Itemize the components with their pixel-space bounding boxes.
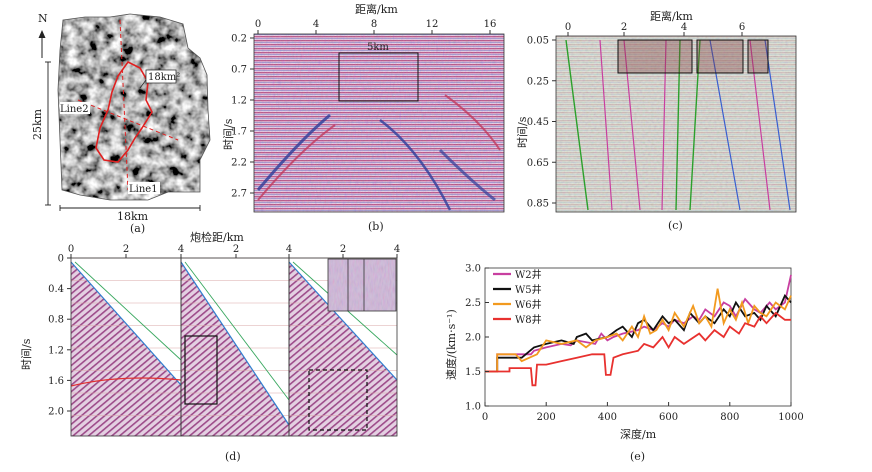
panel-b-xtick: 12: [426, 19, 439, 30]
panel-e-ytick: 1.5: [465, 367, 481, 378]
panel-e-ytick: 1.0: [465, 402, 481, 413]
panel-d-xtick: 4: [286, 244, 292, 255]
panel-e-xtick: 200: [537, 412, 556, 423]
panel-e-xtick: 1000: [778, 412, 803, 423]
panel-b-xtick: 4: [313, 19, 319, 30]
panel-b-ytick: 2.7: [231, 189, 247, 200]
panel-d-ytick: 1.2: [48, 345, 64, 356]
panel-b-caption: (b): [368, 220, 384, 233]
width-label: 18km: [117, 210, 149, 223]
panel-b-yticks: 0.2 0.7 1.2 1.7 2.2 2.7: [231, 34, 254, 200]
panel-d-xtick: 4: [394, 244, 400, 255]
panel-b-ytick: 2.2: [231, 158, 247, 169]
panel-c-xlabel: 距离/km: [650, 9, 693, 23]
panel-d-xtick: 0: [68, 244, 74, 255]
zoom-box-d-dashed: [308, 369, 368, 431]
panel-c-xtick: 2: [621, 22, 627, 33]
panel-e-velocity-chart: W2井 W5井 W6井 W8井 0 200 400 600 800 1000 1.0 1.5 2.0…: [444, 264, 804, 464]
panel-b-xlabel: 距离/km: [355, 2, 398, 16]
panel-d-ylabel: 时间/s: [20, 338, 33, 370]
inset-zoom-d: [327, 258, 397, 312]
panel-c-yticks: 0.05 0.25 0.45 0.65 0.85: [527, 36, 556, 210]
line1-label: Line1: [129, 184, 158, 195]
panel-d-ytick: 0.8: [48, 315, 64, 326]
zoom-box-c2: [696, 39, 744, 74]
legend-entry: W8井: [515, 313, 542, 326]
panel-e-caption: (e): [630, 450, 645, 463]
panel-e-xtick: 0: [482, 412, 488, 423]
panel-d-xticks: 0 2 4 2 4 2 4: [68, 244, 400, 258]
panel-d-xlabel: 炮检距/km: [190, 230, 244, 244]
panel-b-ytick: 0.7: [231, 65, 247, 76]
series-line-3: [485, 311, 791, 387]
panel-e-xtick: 600: [659, 412, 678, 423]
series-line-2: [485, 288, 792, 373]
panel-e-ytick: 2.0: [465, 333, 481, 344]
study-area-boundary: [95, 60, 153, 163]
panel-c-ylabel: 时间/s: [516, 116, 529, 148]
panel-b-ytick: 1.2: [231, 96, 247, 107]
panel-e-ytick: 2.5: [465, 298, 481, 309]
box-label-b: 5km: [367, 42, 389, 53]
panel-d-xtick: 2: [123, 244, 129, 255]
legend-entry: W2井: [515, 268, 542, 281]
panel-e-xtick: 800: [720, 412, 739, 423]
line2-label: Line2: [60, 104, 89, 115]
line1-trace: [119, 19, 129, 191]
zoom-box-b: [338, 52, 419, 102]
panel-d-ytick: 0: [58, 254, 64, 265]
zoom-box-c1: [617, 39, 693, 74]
panel-c-ytick: 0.85: [527, 199, 549, 210]
panel-d-xtick: 2: [340, 244, 346, 255]
legend-entry: W5井: [515, 283, 542, 296]
panel-e-xticks: 0 200 400 600 800 1000: [482, 402, 804, 423]
zoom-box-d-solid: [184, 335, 218, 405]
panel-d-ytick: 2.0: [48, 407, 64, 418]
panel-c-ytick: 0.45: [527, 117, 549, 128]
panel-e-xtick: 400: [598, 412, 617, 423]
panel-b-xtick: 8: [371, 19, 377, 30]
legend: W2井 W5井 W6井 W8井: [493, 268, 542, 326]
panel-b-xticks: 0 4 8 12 16: [255, 19, 497, 34]
panel-d-ytick: 0.4: [48, 284, 64, 295]
north-label: N: [38, 12, 48, 25]
panel-c-xtick: 4: [681, 22, 687, 33]
panel-d-shot-gathers: 炮检距/km 0 2 4 2 4 2 4 0 0.4 0.8 1.2 1.6 2.0 时间/s (d): [20, 230, 400, 463]
panel-c-migrated-section: 距离/km 0 2 4 6 0.05 0.25 0.45 0.65 0.85 时间/s (c): [516, 9, 797, 232]
panel-c-ytick: 0.25: [527, 76, 549, 87]
panel-c-xtick: 6: [739, 22, 745, 33]
panel-c-xticks: 0 2 4 6: [565, 22, 745, 36]
zoom-box-c3: [747, 39, 769, 74]
north-arrowhead-icon: [38, 30, 46, 38]
line2-trace: [77, 99, 179, 141]
panel-e-ylabel: 速度/(km·s⁻¹): [444, 309, 458, 380]
panel-e-xlabel: 深度/m: [620, 427, 657, 441]
panel-b-ylabel: 时间/s: [222, 118, 235, 150]
panel-a-caption: (a): [130, 222, 145, 235]
panel-c-xtick: 0: [565, 22, 571, 33]
panel-d-caption: (d): [225, 450, 241, 463]
height-label: 25km: [31, 108, 44, 140]
map-outline: [57, 13, 211, 201]
panel-a-map: N 25km 18km 18km² Line2 Line1 (a): [31, 12, 211, 235]
panel-b-xtick: 0: [255, 19, 261, 30]
panel-d-yticks: 0 0.4 0.8 1.2 1.6 2.0: [48, 254, 71, 418]
panel-c-ytick: 0.65: [527, 158, 549, 169]
panel-c-ytick: 0.05: [527, 36, 549, 47]
panel-e-ytick: 3.0: [465, 264, 481, 275]
area-label: 18km²: [148, 72, 180, 83]
panel-d-ytick: 1.6: [48, 376, 64, 387]
panel-b-seismic-section: 5km 距离/km 0 4 8 12 16 0.2 0.7 1.2 1.7 2.2 2.7 时间/…: [222, 2, 505, 233]
legend-entry: W6井: [515, 298, 542, 311]
panel-d-xtick: 2: [233, 244, 239, 255]
panel-b-ytick: 0.2: [231, 34, 247, 45]
panel-e-yticks: 1.0 1.5 2.0 2.5 3.0: [465, 264, 489, 413]
panel-d-xtick: 4: [178, 244, 184, 255]
panel-b-xtick: 16: [484, 19, 497, 30]
panel-b-ytick: 1.7: [231, 127, 247, 138]
series-line-0: [485, 274, 792, 373]
panel-c-caption: (c): [668, 219, 683, 232]
